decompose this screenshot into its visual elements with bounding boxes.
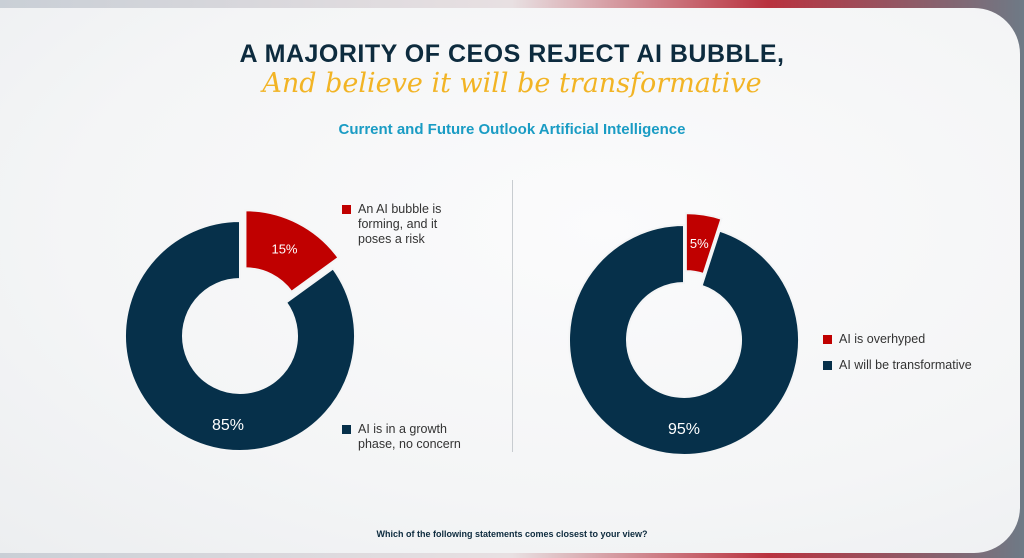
legend-item-overhyped: AI is overhyped <box>823 332 925 347</box>
donut-1-label-1: 95% <box>668 421 700 438</box>
legend-swatch-navy <box>823 361 832 370</box>
survey-question: Which of the following statements comes … <box>376 529 648 539</box>
legend-label: AI is in a growth phase, no concern <box>358 422 461 451</box>
donut-0-slice-1 <box>124 219 356 452</box>
legend-swatch-red <box>342 205 351 214</box>
page-subtitle: And believe it will be transformative <box>262 68 762 99</box>
donut-1-slice-0 <box>684 212 723 276</box>
legend-label: AI will be transformative <box>839 358 972 372</box>
donut-1-label-0: 5% <box>690 236 709 251</box>
legend-swatch-navy <box>342 425 351 434</box>
legend-label: An AI bubble is forming, and it poses a … <box>358 202 442 246</box>
donut-1-slice-1 <box>568 223 800 456</box>
donut-0-label-0: 15% <box>271 242 297 257</box>
legend-item-transformative: AI will be transformative <box>823 358 972 373</box>
legend-item-bubble-risk: An AI bubble is forming, and it poses a … <box>342 202 472 247</box>
legend-item-growth-phase: AI is in a growth phase, no concern <box>342 422 472 452</box>
chart-heading: Current and Future Outlook Artificial In… <box>338 121 686 138</box>
donut-0-slice-0 <box>244 209 340 294</box>
legend-swatch-red <box>823 335 832 344</box>
legend-label: AI is overhyped <box>839 332 926 346</box>
divider <box>512 180 513 452</box>
page-title: A MAJORITY OF CEOS REJECT AI BUBBLE, <box>239 40 785 68</box>
donut-0-label-1: 85% <box>212 417 244 434</box>
